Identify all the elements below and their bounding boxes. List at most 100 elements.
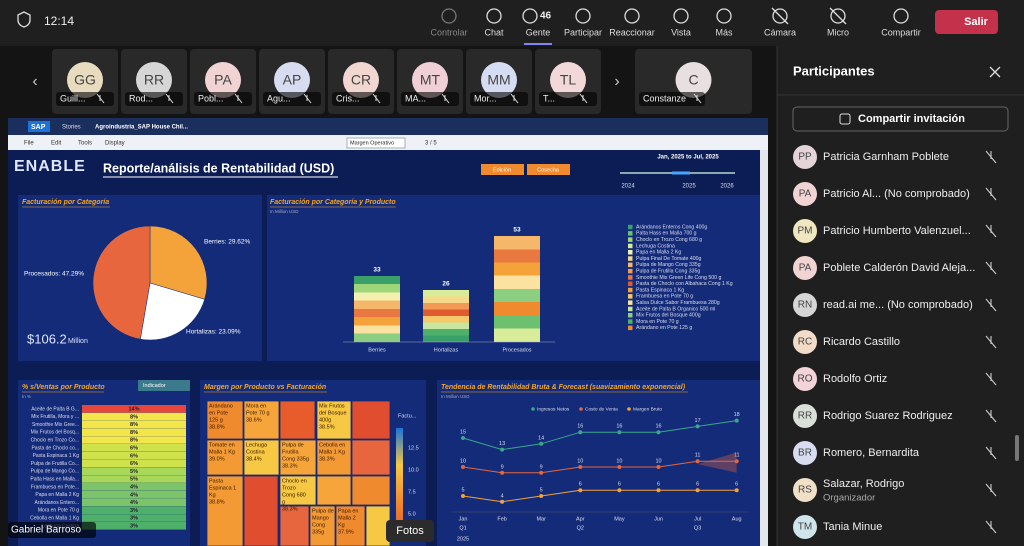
pie-slice [140,282,205,341]
legend-entry: Arándanos Enteros Cong 400g [636,224,707,230]
point-label: 14 [538,435,544,441]
avatar-initials: RS [798,485,812,496]
participant-row[interactable]: PM Patricio Humberto Valenzuel... [793,219,997,243]
avatar-initials: AP [283,72,302,88]
legend-swatch [628,237,633,242]
button-label: Gente [526,27,551,37]
x-category-label: Berries [368,347,386,353]
x-tick-label: May [614,516,625,522]
treemap-label: Arándano [209,403,233,409]
heat-value: 5% [130,469,138,475]
data-point [617,430,622,435]
muted-slash [771,7,789,25]
heat-row-label: Mora en Pote 70 g [38,508,79,514]
avatar [793,145,817,169]
panel-title: Participantes [793,63,875,78]
heat-row-label: Aceite de Palta B G... [31,406,79,412]
heat-value: 4% [130,500,138,506]
point-label: 10 [616,458,622,464]
heat-cell [82,405,186,413]
avatar [793,293,817,317]
leave-button[interactable]: Salir [935,10,998,34]
x-tick-label: Jul [694,516,701,522]
heat-cell [82,420,186,429]
mic-off-icon [693,93,702,104]
legend-swatch [628,231,633,236]
participant-row[interactable]: RR Rodrigo Suarez Rodriguez [793,404,997,428]
toolbar-button[interactable]: Compartir [881,8,921,37]
treemap-label: Malla 2 [338,515,356,521]
participant-row[interactable]: PA Poblete Calderón David Aleja... [793,256,997,280]
toolbar-button[interactable]: Participar [564,8,602,37]
toolbar-button[interactable]: Reaccionar [609,8,655,37]
data-point [734,418,739,423]
treemap-label: Tomate en [209,442,235,448]
heat-row-label: Choclo en Trozo Co... [31,438,79,444]
heat-cell [82,475,186,483]
toolbar-button[interactable]: Gente 46 [522,8,552,45]
filter-button-label: Cosecha [537,167,560,173]
avatar [550,62,586,98]
legend-entry: Pulpa Final De Tomate 400g [636,256,701,262]
filter-button[interactable] [481,164,524,175]
filter-dropdown[interactable] [138,380,190,391]
toolbar-button[interactable]: Micro [827,7,849,37]
heat-cell [82,514,186,522]
legend-entry: Arándano en Pote 125 g [636,325,692,331]
x-category-label: Procesados [502,347,531,353]
legend-swatch [628,300,633,305]
report-title: Reporte/análisis de Rentabilidad (USD) [103,161,334,175]
participant-row[interactable]: PA Patricio Al... (No comprobado) [793,182,997,206]
treemap-label: 400g [319,417,331,423]
participant-name: Rodrigo Suarez Rodriguez [823,410,953,422]
toolbar-button[interactable]: Chat [484,8,504,37]
data-point [578,488,583,493]
treemap-label: del Bosque [319,410,347,416]
point-label: 16 [616,424,622,430]
close-icon[interactable] [989,66,1001,78]
filter-button[interactable] [527,164,570,175]
participant-row[interactable]: BR Romero, Bernardita [793,441,997,465]
heat-cell [82,467,186,475]
heat-value: 14% [128,406,139,412]
toolbar-button[interactable]: Controlar [430,8,468,37]
treemap-label: Choclo en [282,478,307,484]
participant-row[interactable]: RS Salazar, Rodrigo Organizador [793,478,997,504]
participant-row[interactable]: PP Patricia Garnham Poblete [793,145,997,169]
participant-row[interactable]: TM Tania Minue [793,515,997,539]
data-point [695,459,700,464]
invite-button[interactable] [792,106,1009,132]
point-label: 9 [501,464,504,470]
button-label: Participar [564,27,602,37]
legend-entry: Frambuesa en Pote 70 g [636,294,693,300]
photos-button[interactable] [386,520,434,542]
panel-title: Facturación por Categoría [22,199,109,206]
participant-role: Organizador [823,493,875,504]
participant-row[interactable]: RO Rodolfo Ortiz [793,367,997,391]
muted-slash [829,7,847,25]
avatar [793,182,817,206]
participant-row[interactable]: RC Ricardo Castillo [793,330,997,354]
participant-row[interactable]: RN read.ai me... (No comprobado) [793,293,997,317]
heat-value: 4% [130,484,138,490]
data-point [539,441,544,446]
toolbar-button[interactable]: Vista [671,8,691,37]
treemap-cell [351,475,391,506]
treemap-label: Frutilla [282,449,299,455]
colorbar-tick: 12.5 [408,445,419,451]
toolbar-button[interactable]: Más [715,8,733,37]
heat-value: 6% [130,461,138,467]
menu-item: File [24,141,34,147]
x-tick-label: Aug [732,516,742,522]
toolbar-button[interactable]: Cámara [764,7,796,37]
series-line [462,489,737,503]
colorbar-title: Factu... [398,413,417,419]
heat-row-label: Frambuesa en Pote... [31,484,79,490]
legend-entry: Papa en Malla 2 Kg [636,250,681,256]
data-point [734,488,739,493]
mic-off-icon [985,446,997,460]
heat-row-label: Pasta Espinaca 1 Kg [33,453,80,459]
legend-swatch [628,268,633,274]
legend-marker [627,407,631,411]
treemap-label: Mango [312,515,329,521]
